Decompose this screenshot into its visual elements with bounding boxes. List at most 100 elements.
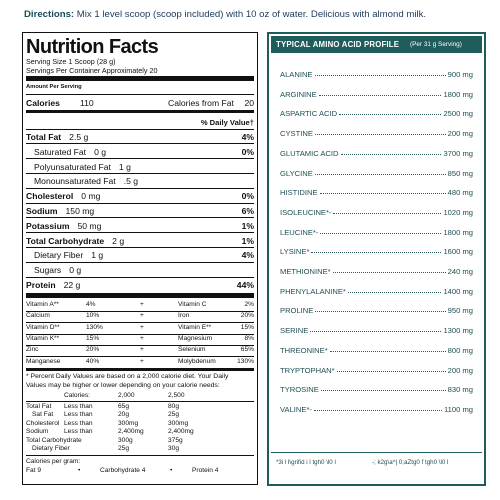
amino-amount: 1300 mg (443, 326, 473, 336)
cal-per-gram-item: • (170, 467, 173, 474)
vitamin-cell: Vitamin D** (26, 323, 60, 331)
amino-row: GLUTAMIC ACID 3700 mg (280, 150, 473, 158)
amino-row: LEUCINE*- 1800 mg (280, 228, 473, 237)
dv-cell: 300mg (118, 419, 139, 427)
vitamin-cell: Molybdenum (178, 357, 216, 365)
vitamin-cell: Calcium (26, 312, 50, 320)
dv-cell: 375g (168, 436, 183, 444)
amino-amount: 800 mg (447, 345, 473, 355)
amino-header (271, 36, 482, 53)
amino-name: METHIONINE* (280, 267, 331, 276)
amino-amount: 200 mg (447, 129, 473, 139)
nutrient-amount: 50 mg (77, 220, 102, 231)
calories-fat-label: Calories from Fat (168, 98, 234, 108)
vitamin-cell: 65% (240, 346, 254, 354)
nutrient-amount: .5 g (123, 176, 139, 187)
directions-label: Directions: (24, 9, 75, 20)
amino-name: ARGININE (280, 89, 317, 99)
rule (26, 322, 254, 323)
nutrient-dv: 0% (241, 146, 254, 157)
amino-name: SERINE (280, 326, 309, 336)
amino-row: TYROSINE 830 mg (280, 386, 473, 394)
rule (26, 344, 254, 346)
amino-name: ASPARTIC ACID (280, 109, 338, 119)
dv-header: % Daily Value† (200, 118, 254, 127)
dv-cell: Sat Fat (32, 411, 54, 419)
amino-name: THREONINE* (280, 345, 328, 355)
amino-amount: 830 mg (447, 385, 473, 395)
amino-name: TRYPTOPHAN* (280, 365, 335, 375)
vitamin-cell: 15% (240, 323, 254, 331)
amino-row: METHIONINE* 240 mg (280, 268, 473, 276)
vitamin-cell: + (140, 323, 144, 331)
dv-cell: Total Fat (26, 403, 52, 410)
dv-cell: 30g (168, 445, 180, 452)
dv-cell: Less than (64, 419, 93, 427)
amino-amount: 1100 mg (444, 404, 473, 414)
rule (26, 158, 254, 159)
nutrition-facts-box (22, 32, 258, 485)
amino-amount: 900 mg (447, 70, 473, 79)
amino-name: PHENYLALANINE* (280, 286, 346, 296)
nutrient-name: Monounsaturated Fat (34, 176, 116, 187)
nutrient-name: Protein (26, 280, 56, 290)
dv-cell: 65g (118, 403, 130, 410)
cal-per-gram-item: • (78, 467, 81, 474)
dv-cell: Cholesterol (26, 419, 60, 427)
amino-serving: (Per 31 g Serving) (410, 41, 462, 48)
rule (26, 261, 254, 263)
rule (26, 276, 254, 278)
vitamin-cell: Vitamin C (178, 301, 207, 308)
dv-header-cell: 2,000 (118, 392, 135, 399)
cal-per-gram: Calories per gram: (26, 458, 81, 465)
amino-row: LYSINE* 1600 mg (280, 248, 473, 256)
nutrient-dv: 1% (241, 235, 254, 246)
dv-cell: 25g (168, 411, 180, 419)
vitamin-cell: + (140, 312, 144, 320)
amino-amount: 480 mg (447, 188, 473, 198)
nutrient-name: Sugars (34, 265, 62, 276)
nutrient-row: Cholesterol 0 mg 0% (26, 192, 254, 201)
amino-footnote: -; k2g\a^| 0;aZtg0 f tgh0 \l0 l (372, 459, 449, 466)
nutrient-name: Total Fat (26, 132, 62, 142)
amino-row: ASPARTIC ACID 2500 mg (280, 110, 473, 118)
nutrient-row: Total Carbohydrate 2 g 1% (26, 235, 254, 246)
amino-divider (271, 452, 482, 453)
dv-cell: 2,400mg (168, 428, 194, 436)
amino-row: SERINE 1300 mg (280, 327, 473, 335)
vitamin-cell: 15% (86, 334, 100, 342)
vitamin-cell: 20% (86, 346, 100, 354)
footnote: * Percent Daily Values are based on a 2,… (26, 373, 229, 380)
amino-amount: 240 mg (447, 267, 473, 276)
vitamin-cell: + (140, 301, 144, 308)
nutrient-dv: 0% (241, 191, 254, 202)
amino-name: ALANINE (280, 70, 313, 79)
nutrient-amount: 0 g (69, 265, 82, 276)
cal-per-gram-item: Fat 9 (26, 467, 42, 474)
nutrient-name: Potassium (26, 220, 70, 231)
nutrient-amount: 0 g (94, 146, 107, 157)
nutrient-amount: 2.5 g (69, 132, 89, 142)
vitamin-cell: Manganese (26, 357, 61, 365)
amino-row: ALANINE 900 mg (280, 71, 473, 79)
rule (26, 143, 254, 144)
amount-per-serving: Amount Per Serving (26, 84, 82, 90)
calories-label: Calories (26, 98, 60, 108)
amino-name: TYROSINE (280, 385, 319, 395)
nutrient-dv: 44% (236, 280, 254, 290)
amino-amount: 1800 mg (443, 89, 473, 99)
amino-amount: 3700 mg (443, 148, 473, 158)
amino-row: THREONINE* 800 mg (280, 347, 473, 355)
dv-cell: Dietary Fiber (32, 445, 70, 452)
nutrient-row: Potassium 50 mg 1% (26, 222, 254, 231)
footnote: Values may be higher or lower depending … (26, 382, 220, 389)
vitamin-cell: + (140, 357, 144, 365)
amino-row: CYSTINE 200 mg (280, 130, 473, 138)
nutrient-row: Protein 22 g 44% (26, 281, 254, 290)
nutrient-name: Polyunsaturated Fat (34, 161, 111, 172)
rule (26, 232, 254, 233)
nutrient-dv: 4% (241, 132, 254, 142)
nutrient-dv: 6% (241, 206, 254, 216)
dv-header-cell: Calories: (64, 392, 91, 399)
